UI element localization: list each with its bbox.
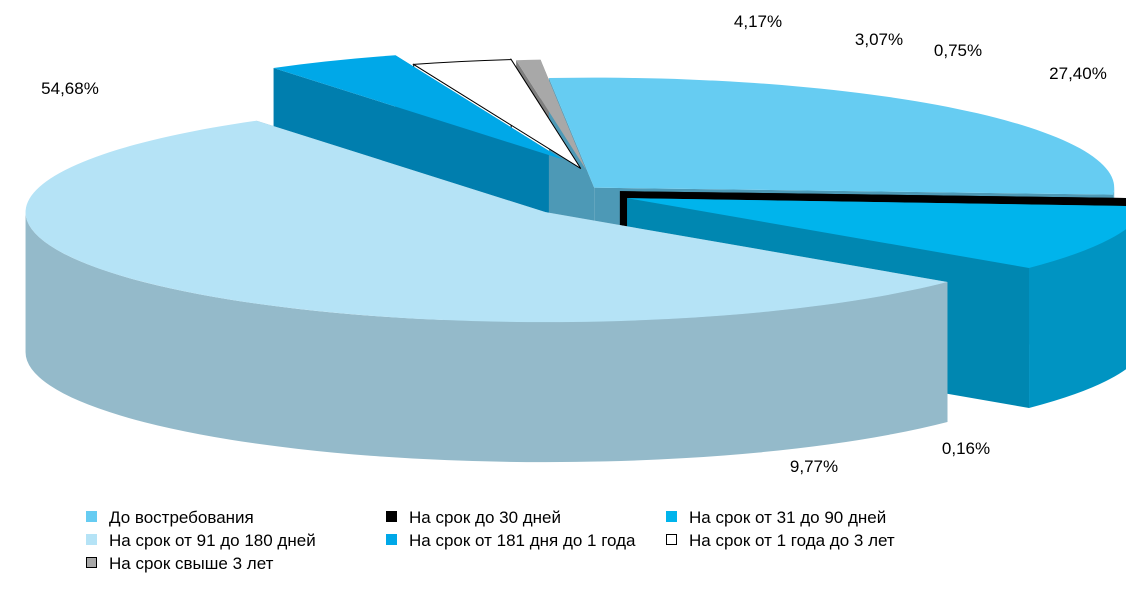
legend-item: До востребования	[86, 508, 254, 528]
slice-top-2	[619, 191, 1126, 200]
legend-item: На срок от 31 до 90 дней	[666, 508, 886, 528]
data-label-3: 9,77%	[790, 457, 838, 476]
slice-top-6	[412, 59, 582, 170]
data-labels: 27,40% 0,16% 9,77% 54,68% 4,17% 3,07% 0,75%	[41, 12, 1107, 476]
legend-item: На срок от 181 дня до 1 года	[386, 531, 636, 551]
data-label-6: 3,07%	[855, 30, 903, 49]
legend-label: До востребования	[109, 508, 254, 527]
slice-side-4-1	[25, 212, 948, 463]
legend-label: На срок до 30 дней	[409, 508, 562, 527]
data-label-5: 4,17%	[734, 12, 782, 31]
legend-swatch	[386, 534, 397, 545]
legend-label: На срок свыше 3 лет	[109, 554, 274, 573]
legend-swatch	[86, 557, 97, 568]
legend-item: На срок до 30 дней	[386, 508, 561, 528]
data-label-4: 54,68%	[41, 79, 99, 98]
legend-label: На срок от 181 дня до 1 года	[409, 531, 636, 550]
slice-top-3	[627, 198, 1126, 268]
legend-label: На срок от 1 года до 3 лет	[689, 531, 895, 550]
slice-tops	[25, 55, 1126, 323]
legend-label: На срок от 31 до 90 дней	[689, 508, 887, 527]
legend-swatch	[86, 511, 97, 522]
slice-top-7	[516, 59, 586, 170]
legend-swatch	[666, 534, 677, 545]
legend-swatch	[86, 534, 97, 545]
legend-item: На срок от 1 года до 3 лет	[666, 531, 895, 551]
legend-item: На срок от 91 до 180 дней	[86, 531, 316, 551]
legend-item: На срок свыше 3 лет	[86, 554, 273, 574]
slice-side-3-1	[1029, 229, 1126, 408]
data-label-2: 0,16%	[942, 439, 990, 458]
data-label-7: 0,75%	[934, 41, 982, 60]
legend-swatch	[386, 511, 397, 522]
slice-top-4	[25, 120, 948, 323]
legend-label: На срок от 91 до 180 дней	[109, 531, 316, 550]
slice-top-5	[273, 55, 563, 160]
slice-top-1	[548, 77, 1115, 195]
legend-swatch	[666, 511, 677, 522]
data-label-1: 27,40%	[1049, 64, 1107, 83]
pie-chart: 27,40% 0,16% 9,77% 54,68% 4,17% 3,07% 0,75%	[25, 12, 1126, 476]
